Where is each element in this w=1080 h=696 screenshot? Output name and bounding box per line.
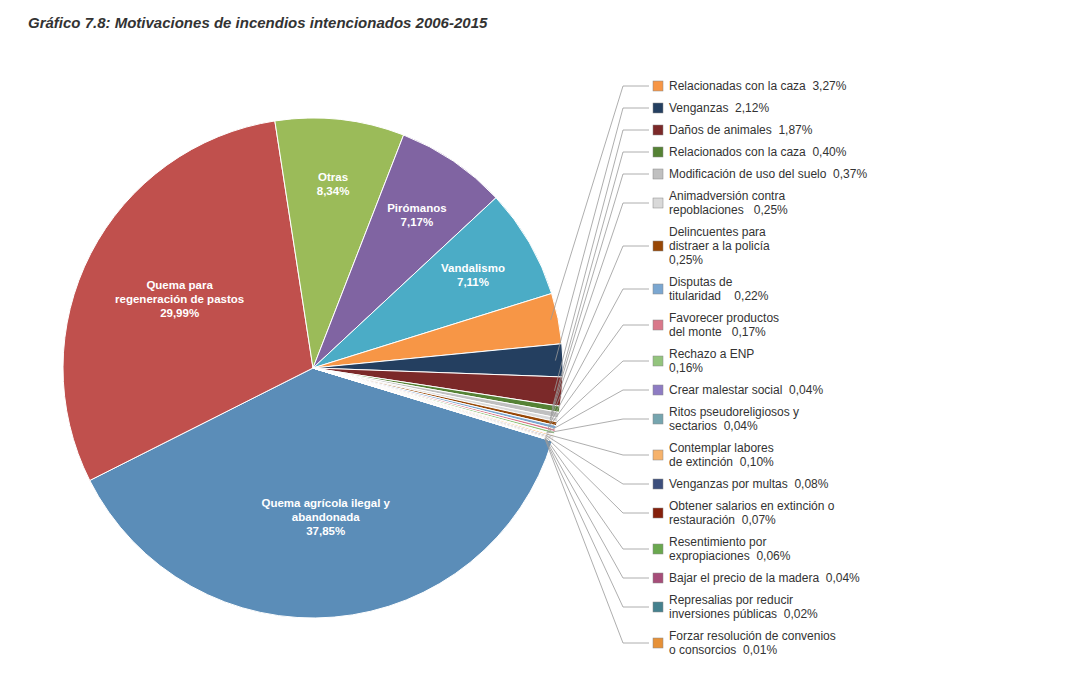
svg-text:Otras8,34%: Otras8,34% [317, 171, 350, 197]
svg-text:Obtener salarios en extinción: Obtener salarios en extinción orestaurac… [669, 499, 835, 527]
svg-text:Delincuentes paradistraer a la: Delincuentes paradistraer a la policía0,… [669, 225, 770, 267]
svg-text:Favorecer productosdel monte: Favorecer productosdel monte 0,17% [669, 311, 779, 339]
svg-text:Quema agrícola ilegal yabandon: Quema agrícola ilegal yabandonada37,85% [261, 497, 390, 537]
svg-text:Resentimiento porexpropiacione: Resentimiento porexpropiaciones 0,06% [669, 535, 791, 563]
svg-text:Venganzas 2,12%: Venganzas 2,12% [669, 101, 769, 115]
svg-text:Crear malestar social 0,04%: Crear malestar social 0,04% [669, 383, 823, 397]
svg-text:Vandalismo7,11%: Vandalismo7,11% [441, 262, 505, 288]
svg-text:Quema pararegeneración de past: Quema pararegeneración de pastos29,99% [115, 279, 244, 319]
svg-text:Rechazo a ENP0,16%: Rechazo a ENP0,16% [669, 347, 754, 375]
svg-text:Bajar el precio de la madera: Bajar el precio de la madera 0,04% [669, 571, 860, 585]
svg-text:Animadversión contrarepoblacio: Animadversión contrarepoblaciones 0,25% [669, 189, 788, 217]
svg-text:Represalias por reducirinversi: Represalias por reducirinversiones públi… [669, 593, 818, 621]
html-text:Gráfico 7.8: Motivaciones de i: Gráfico 7.8: Motivaciones de incendios i… [28, 14, 488, 31]
svg-text:Relacionadas con la caza 3,27: Relacionadas con la caza 3,27% [669, 79, 847, 93]
svg-text:Pirómanos7,17%: Pirómanos7,17% [387, 202, 446, 228]
svg-text:Relacionados con la caza 0,40: Relacionados con la caza 0,40% [669, 145, 847, 159]
svg-text:Venganzas por multas 0,08%: Venganzas por multas 0,08% [669, 477, 829, 491]
svg-text:Daños de animales 1,87%: Daños de animales 1,87% [669, 123, 813, 137]
svg-text:Modificación de uso del suelo: Modificación de uso del suelo 0,37% [669, 167, 867, 181]
svg-text:Contemplar laboresde extinción: Contemplar laboresde extinción 0,10% [669, 441, 774, 469]
svg-text:Ritos pseudoreligiosos ysectar: Ritos pseudoreligiosos ysectarios 0,04% [669, 405, 799, 433]
svg-text:Forzar resolución de convenios: Forzar resolución de convenioso consorci… [669, 629, 836, 657]
svg-text:Disputas detitularidad 0,22: Disputas detitularidad 0,22% [669, 275, 769, 303]
